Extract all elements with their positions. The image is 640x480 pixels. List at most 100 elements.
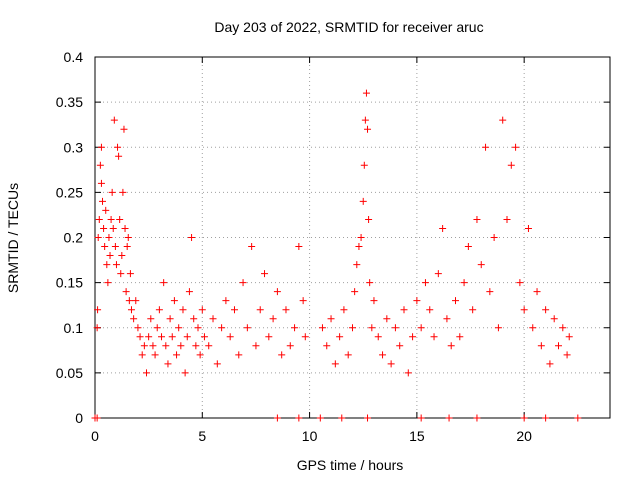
data-point [97, 179, 105, 187]
data-point [452, 297, 459, 305]
y-tick-label: 0.3 [64, 139, 84, 155]
data-point [529, 324, 537, 332]
data-point [153, 324, 161, 332]
data-point [108, 188, 116, 196]
data-point [542, 414, 550, 422]
data-point [383, 315, 391, 323]
data-point [417, 324, 425, 332]
data-point [151, 351, 159, 359]
data-point [421, 279, 429, 287]
data-point [140, 342, 148, 350]
data-point [520, 414, 528, 422]
data-point [533, 288, 541, 296]
data-point [546, 360, 554, 368]
data-point [265, 333, 273, 341]
data-point [559, 324, 567, 332]
x-tick-label: 0 [91, 428, 99, 444]
data-point [359, 197, 367, 205]
x-tick-label: 15 [409, 428, 425, 444]
data-point [473, 215, 481, 223]
data-point [512, 143, 520, 151]
data-points [91, 89, 582, 422]
data-point [323, 342, 331, 350]
data-point [149, 342, 157, 350]
data-point [426, 306, 434, 314]
data-point [124, 234, 132, 241]
data-point [256, 306, 264, 314]
data-point [127, 306, 135, 314]
data-point [222, 297, 230, 305]
data-point [168, 333, 176, 341]
data-point [123, 243, 131, 251]
data-point [170, 297, 178, 305]
data-point [97, 143, 105, 151]
data-point [417, 414, 425, 422]
data-point [164, 360, 172, 368]
data-point [213, 360, 221, 368]
y-tick-label: 0.1 [64, 320, 84, 336]
data-point [365, 215, 373, 223]
data-point [261, 270, 269, 278]
y-tick-label: 0.2 [64, 230, 84, 246]
data-point [93, 414, 101, 422]
data-point [344, 351, 352, 359]
data-point [387, 360, 395, 368]
data-point [364, 414, 372, 422]
data-point [409, 333, 417, 341]
data-point [456, 333, 464, 341]
data-point [295, 414, 303, 422]
data-point [194, 324, 202, 332]
data-point [122, 288, 130, 296]
data-point [243, 324, 251, 332]
data-point [134, 324, 142, 332]
data-point [166, 315, 174, 323]
x-axis-label: GPS time / hours [297, 457, 404, 473]
data-point [477, 261, 485, 269]
data-point [291, 324, 299, 332]
data-point [460, 279, 468, 287]
data-point [391, 324, 399, 332]
data-point [494, 324, 502, 332]
data-point [115, 152, 123, 160]
data-point [155, 306, 163, 314]
data-point [366, 279, 374, 287]
data-point [278, 351, 286, 359]
data-point [102, 206, 110, 214]
data-point [104, 279, 112, 287]
data-point [118, 252, 126, 260]
data-point [469, 306, 477, 314]
data-point [349, 324, 356, 332]
chart-title: Day 203 of 2022, SRMTID for receiver aru… [214, 19, 483, 35]
data-point [351, 288, 359, 296]
data-point [361, 116, 369, 124]
data-point [542, 306, 550, 314]
data-point [364, 125, 372, 133]
data-point [443, 315, 451, 323]
data-point [574, 414, 582, 422]
data-point [121, 224, 129, 232]
data-point [106, 252, 114, 260]
data-point [524, 224, 532, 232]
data-point [109, 224, 117, 232]
data-point [209, 315, 217, 323]
data-point [158, 333, 166, 341]
plot-frame [94, 56, 611, 419]
data-point [340, 306, 348, 314]
data-point [413, 297, 421, 305]
data-point [99, 197, 107, 205]
data-point [396, 342, 404, 350]
y-tick-label: 0.35 [56, 94, 83, 110]
data-point [353, 261, 361, 269]
data-point [299, 297, 307, 305]
data-point [100, 224, 108, 232]
data-point [120, 125, 128, 133]
data-point [370, 297, 378, 305]
data-point [301, 333, 309, 341]
y-tick-label: 0.05 [56, 365, 83, 381]
data-point [110, 116, 118, 124]
data-point [190, 315, 198, 323]
data-point [107, 215, 115, 223]
x-tick-label: 5 [198, 428, 206, 444]
data-point [360, 161, 368, 169]
